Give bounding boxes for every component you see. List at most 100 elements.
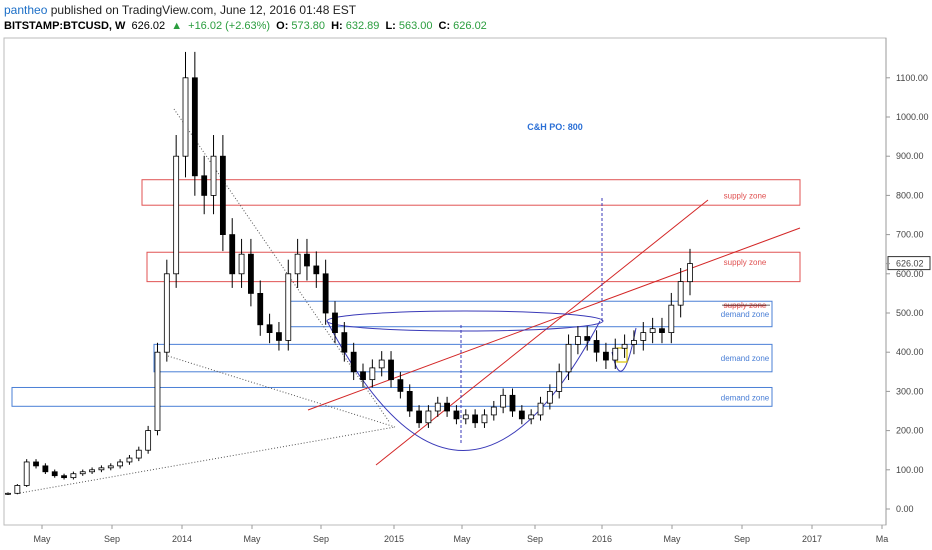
- x-tick-label: 2015: [384, 534, 404, 544]
- zone-box: [146, 251, 801, 283]
- y-tick-label: 900.00: [896, 151, 924, 161]
- candle-body: [649, 328, 656, 333]
- low-label: L:: [385, 20, 396, 32]
- candle-body: [313, 265, 320, 275]
- handle-highlight: [616, 347, 628, 363]
- zone-label: demand zone: [721, 310, 770, 319]
- candle-body: [126, 457, 133, 463]
- candle-body: [472, 414, 479, 424]
- candle-body: [229, 234, 236, 275]
- candle-body: [285, 273, 292, 341]
- candle-body: [518, 410, 525, 420]
- candle-body: [191, 77, 198, 177]
- candle-body: [584, 336, 591, 341]
- candle-body: [70, 473, 77, 479]
- y-tick-label: 800.00: [896, 190, 924, 200]
- x-tick-label: 2017: [802, 534, 822, 544]
- candle-body: [565, 343, 572, 373]
- candle-body: [546, 390, 553, 404]
- y-tick-label: 400.00: [896, 347, 924, 357]
- high-label: H:: [331, 20, 343, 32]
- candle-body: [621, 343, 628, 349]
- candle-body: [500, 394, 507, 408]
- close-label: C:: [438, 20, 451, 32]
- candle-body: [528, 414, 535, 420]
- zone-label: demand zone: [721, 393, 770, 402]
- candle-body: [79, 471, 86, 475]
- x-tick-label: Sep: [527, 534, 543, 544]
- price-change: +16.02 (+2.63%): [188, 20, 271, 32]
- candle-body: [210, 155, 217, 196]
- y-tick-label: 100.00: [896, 465, 924, 475]
- candle-body: [416, 410, 422, 424]
- candle-body: [163, 273, 170, 353]
- author-name[interactable]: pantheo: [4, 3, 48, 17]
- candle-body: [603, 351, 609, 361]
- candle-body: [117, 461, 124, 467]
- candle-body: [89, 469, 95, 473]
- zone-box: [153, 343, 773, 373]
- candle-body: [42, 465, 49, 473]
- candle-body: [350, 351, 357, 373]
- candle-body: [201, 175, 208, 196]
- y-tick-label: 500.00: [896, 308, 924, 318]
- candle-body: [341, 332, 348, 353]
- candle-body: [257, 292, 264, 326]
- zone-label: supply zone: [724, 258, 767, 267]
- candle-body: [378, 359, 385, 369]
- candle-body: [677, 281, 684, 306]
- x-tick-label: Sep: [313, 534, 329, 544]
- x-tick-label: Sep: [734, 534, 750, 544]
- candle-body: [509, 394, 516, 412]
- candle-body: [33, 461, 39, 467]
- x-tick-label: May: [663, 534, 681, 544]
- candle-body: [462, 414, 469, 420]
- y-tick-label: 200.00: [896, 426, 924, 436]
- candle-body: [537, 402, 544, 416]
- candle-body: [135, 449, 142, 459]
- candle-body: [612, 347, 619, 361]
- y-tick-label: 1100.00: [896, 73, 928, 83]
- candle-body: [294, 253, 301, 275]
- candle-body: [490, 406, 497, 416]
- candle-body: [276, 332, 282, 341]
- zone-box: [141, 179, 801, 206]
- candle-body: [687, 263, 693, 283]
- zone-label: supply zone: [724, 191, 767, 200]
- symbol-info-bar: BITSTAMP:BTCUSD, W 626.02 ▲ +16.02 (+2.6…: [4, 20, 490, 32]
- x-tick-label: 2014: [172, 534, 192, 544]
- close-value: 626.02: [453, 20, 487, 32]
- candle-body: [640, 332, 647, 341]
- x-tick-label: Sep: [104, 534, 120, 544]
- candle-body: [23, 461, 30, 486]
- last-price: 626.02: [131, 20, 166, 32]
- candle-body: [360, 371, 366, 381]
- candle-body: [322, 273, 329, 314]
- high-value: 632.89: [345, 20, 380, 32]
- zone-box: [11, 386, 773, 407]
- y-tick-label: 600.00: [896, 269, 924, 279]
- candle-body: [304, 253, 310, 267]
- open-label: O:: [276, 20, 289, 32]
- symbol-label: BITSTAMP:BTCUSD, W: [4, 20, 126, 32]
- candle-body: [248, 253, 254, 294]
- candle-body: [98, 467, 105, 471]
- low-value: 563.00: [398, 20, 433, 32]
- candle-body: [453, 410, 460, 420]
- candle-body: [61, 475, 67, 479]
- dotted-trendline: [167, 355, 396, 428]
- y-tick-label: 700.00: [896, 230, 924, 240]
- x-tick-label: Ma: [876, 534, 889, 544]
- candle-body: [369, 367, 376, 381]
- candle-body: [154, 351, 161, 432]
- x-tick-label: May: [453, 534, 471, 544]
- x-tick-label: 2016: [592, 534, 612, 544]
- candle-body: [434, 402, 441, 412]
- cup-rim-ellipse: [326, 310, 604, 332]
- candle-body: [266, 324, 273, 334]
- candle-body: [388, 359, 394, 381]
- cup-curve: [326, 320, 601, 451]
- candle-body: [145, 430, 152, 451]
- y-tick-label: 626.02: [896, 259, 924, 269]
